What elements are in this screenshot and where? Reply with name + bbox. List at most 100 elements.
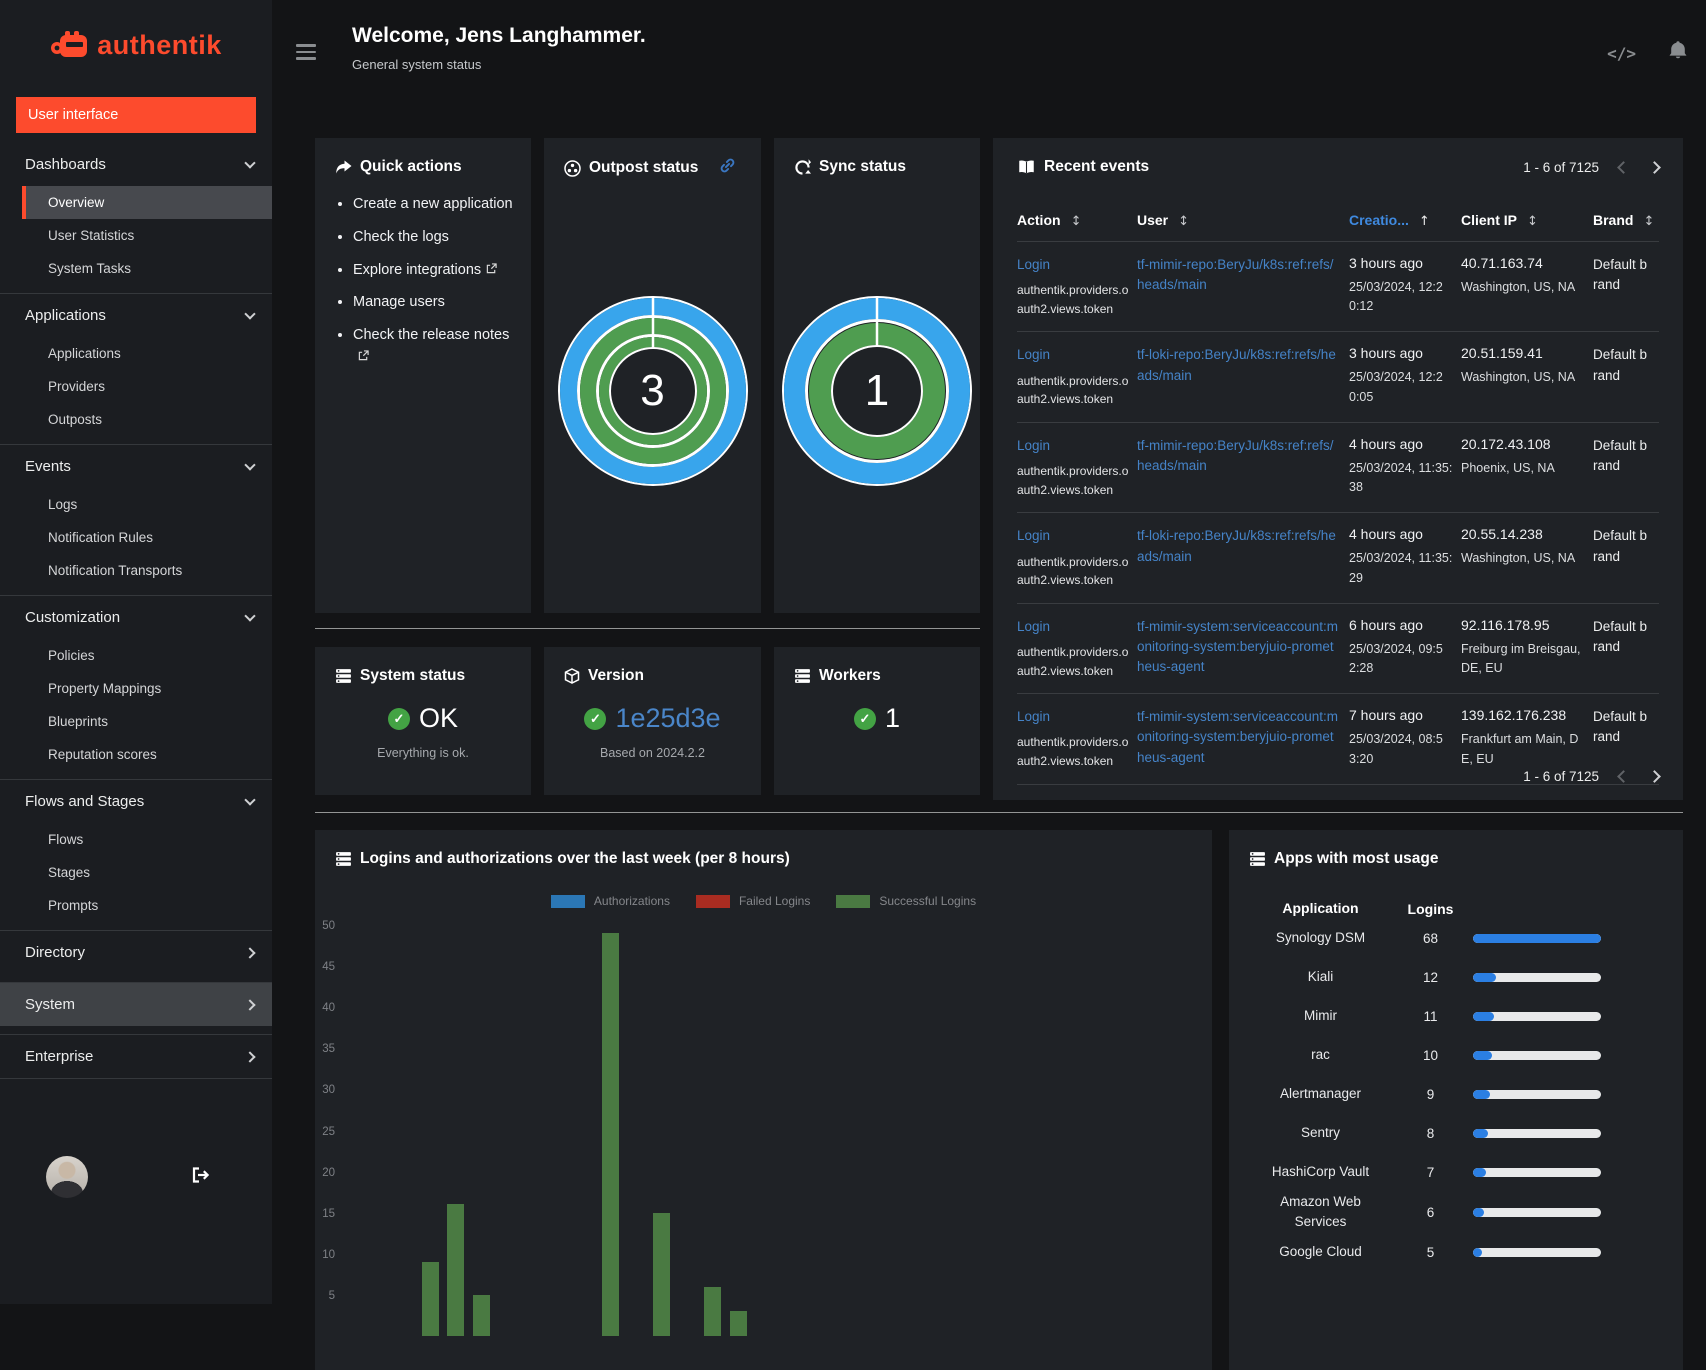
- sync-status-title: Sync status: [819, 158, 907, 175]
- quick-action-item[interactable]: Check the logs: [353, 227, 513, 249]
- event-user-link[interactable]: tf-mimir-system:serviceaccount:monitorin…: [1137, 709, 1339, 765]
- sidebar-entry[interactable]: Applications: [0, 337, 272, 370]
- sidebar-entry-label: User Statistics: [48, 228, 135, 243]
- event-action-link[interactable]: Login: [1017, 347, 1051, 363]
- sidebar-entry[interactable]: Logs: [0, 488, 272, 521]
- event-context: authentik.providers.oauth2.views.token: [1017, 373, 1129, 407]
- event-action-link[interactable]: Login: [1017, 709, 1051, 725]
- outpost-icon: [564, 159, 581, 177]
- share-icon: [336, 160, 352, 173]
- sidebar-entry[interactable]: Flows and Stages: [0, 779, 272, 823]
- app-login-count: 12: [1422, 970, 1439, 985]
- event-client-ip: 92.116.178.95: [1461, 616, 1550, 633]
- event-action-link[interactable]: Login: [1017, 257, 1051, 272]
- event-user-link[interactable]: tf-mimir-system:serviceaccount:monitorin…: [1137, 618, 1339, 675]
- sidebar-entry[interactable]: Dashboards: [0, 143, 272, 186]
- sidebar-entry[interactable]: Providers: [0, 370, 272, 403]
- external-link-icon: [358, 349, 369, 365]
- sidebar-entry[interactable]: Overview: [22, 186, 272, 219]
- y-tick-label: 35: [322, 1043, 335, 1056]
- pagination-label: 1 - 6 of 7125: [1523, 159, 1599, 175]
- usage-bar: [1473, 973, 1601, 982]
- app-logo[interactable]: authentik: [0, 0, 272, 85]
- event-timestamp: 25/03/2024, 09:52:28: [1349, 641, 1443, 676]
- event-geo: Phoenix, US, NA: [1461, 460, 1555, 475]
- sidebar-entry[interactable]: Reputation scores: [0, 738, 272, 771]
- avatar[interactable]: [46, 1156, 88, 1198]
- sidebar-entry[interactable]: User Statistics: [0, 219, 272, 252]
- api-drawer-icon[interactable]: </>: [1607, 43, 1636, 63]
- sort-icon[interactable]: ↕: [1178, 214, 1190, 229]
- prev-page-button[interactable]: [1617, 160, 1630, 174]
- sidebar-entry[interactable]: System Tasks: [0, 252, 272, 285]
- notifications-bell-icon[interactable]: [1668, 40, 1688, 66]
- event-timestamp: 25/03/2024, 12:20:12: [1349, 280, 1443, 314]
- outpost-status-card: Outpost status: [544, 138, 761, 613]
- event-action-link[interactable]: Login: [1017, 618, 1051, 634]
- sidebar-entry[interactable]: Enterprise: [0, 1034, 272, 1078]
- event-user-link[interactable]: tf-mimir-repo:BeryJu/k8s:ref:refs/heads/…: [1137, 437, 1334, 474]
- legend-item: Authorizations: [550, 894, 670, 908]
- sidebar-entry[interactable]: Notification Rules: [0, 521, 272, 554]
- sort-icon[interactable]: ↕: [1643, 214, 1655, 229]
- quick-action-item[interactable]: Explore integrations: [353, 260, 513, 282]
- sort-icon[interactable]: ↕: [1070, 214, 1082, 229]
- sidebar-entry[interactable]: Blueprints: [0, 705, 272, 738]
- next-page-button[interactable]: [1648, 160, 1661, 174]
- event-user-link[interactable]: tf-loki-repo:BeryJu/k8s:ref:refs/heads/m…: [1137, 528, 1336, 564]
- recent-events-card: Recent events 1 - 6 of 7125 Action ↕ User…: [993, 138, 1683, 800]
- sidebar-entry[interactable]: Events: [0, 444, 272, 488]
- sidebar-entry[interactable]: Notification Transports: [0, 554, 272, 587]
- event-user-link[interactable]: tf-loki-repo:BeryJu/k8s:ref:refs/heads/m…: [1137, 347, 1336, 383]
- usage-bar-fill: [1473, 1129, 1489, 1138]
- chart-bar: [447, 1204, 465, 1336]
- event-client-ip: 20.51.159.41: [1461, 345, 1543, 362]
- y-tick-label: 15: [322, 1207, 335, 1220]
- user-interface-button[interactable]: User interface: [16, 97, 256, 133]
- system-status-card: System status ✓ OK Everything is ok.: [315, 647, 531, 795]
- sidebar-entry-label: Overview: [48, 195, 105, 210]
- app-usage-row: Alertmanager 9: [1229, 1075, 1683, 1114]
- next-page-button[interactable]: [1648, 770, 1661, 783]
- event-row: Login authentik.providers.oauth2.views.to…: [1017, 693, 1659, 785]
- sidebar-entry[interactable]: Flows: [0, 823, 272, 856]
- chevron-icon: [244, 307, 256, 320]
- event-geo: Freiburg im Breisgau, DE, EU: [1461, 641, 1581, 676]
- sidebar-entry[interactable]: System: [0, 982, 272, 1026]
- sort-ascending-icon[interactable]: ↑: [1418, 214, 1430, 229]
- sidebar-entry[interactable]: Prompts: [0, 889, 272, 922]
- sidebar-entry[interactable]: Directory: [0, 930, 272, 974]
- sign-out-icon[interactable]: [191, 1166, 210, 1189]
- quick-action-item[interactable]: Check the release notes: [353, 325, 513, 369]
- sidebar-entry[interactable]: Applications: [0, 293, 272, 337]
- outpost-status-title: Outpost status: [589, 159, 699, 176]
- link-icon[interactable]: [720, 158, 735, 178]
- quick-action-item[interactable]: Create a new application: [353, 194, 513, 216]
- event-row: Login authentik.providers.oauth2.views.to…: [1017, 512, 1659, 604]
- sidebar-entry[interactable]: Stages: [0, 856, 272, 889]
- event-row: Login authentik.providers.oauth2.views.to…: [1017, 421, 1659, 513]
- quick-action-item[interactable]: Manage users: [353, 292, 513, 314]
- event-timestamp: 25/03/2024, 11:35:29: [1349, 551, 1453, 585]
- sidebar-entry[interactable]: Policies: [0, 639, 272, 672]
- sidebar-footer: [0, 1156, 272, 1304]
- event-action-link[interactable]: Login: [1017, 528, 1051, 544]
- prev-page-button[interactable]: [1617, 770, 1630, 783]
- app-name: HashiCorp Vault: [1271, 1164, 1370, 1180]
- sidebar-entry[interactable]: Customization: [0, 595, 272, 639]
- sidebar-entry[interactable]: Outposts: [0, 403, 272, 436]
- event-client-ip: 20.172.43.108: [1461, 435, 1551, 452]
- version-value-link[interactable]: 1e25d3e: [615, 703, 721, 733]
- sort-icon[interactable]: ↕: [1527, 214, 1538, 229]
- sidebar-toggle-button[interactable]: [296, 44, 316, 60]
- usage-bar: [1473, 1247, 1601, 1257]
- event-user-link[interactable]: tf-mimir-repo:BeryJu/k8s:ref:refs/heads/…: [1137, 257, 1334, 293]
- event-action-link[interactable]: Login: [1017, 437, 1051, 453]
- column-header-client-ip: Client IP ↕: [1461, 212, 1538, 229]
- sidebar-entry-label: System: [25, 996, 76, 1013]
- apps-column-application: Application: [1282, 900, 1359, 916]
- sidebar-entry[interactable]: Property Mappings: [0, 672, 272, 705]
- chart-bar: [653, 1212, 670, 1336]
- event-brand: Default brand: [1593, 240, 1659, 332]
- sidebar-entry-label: Stages: [48, 865, 91, 880]
